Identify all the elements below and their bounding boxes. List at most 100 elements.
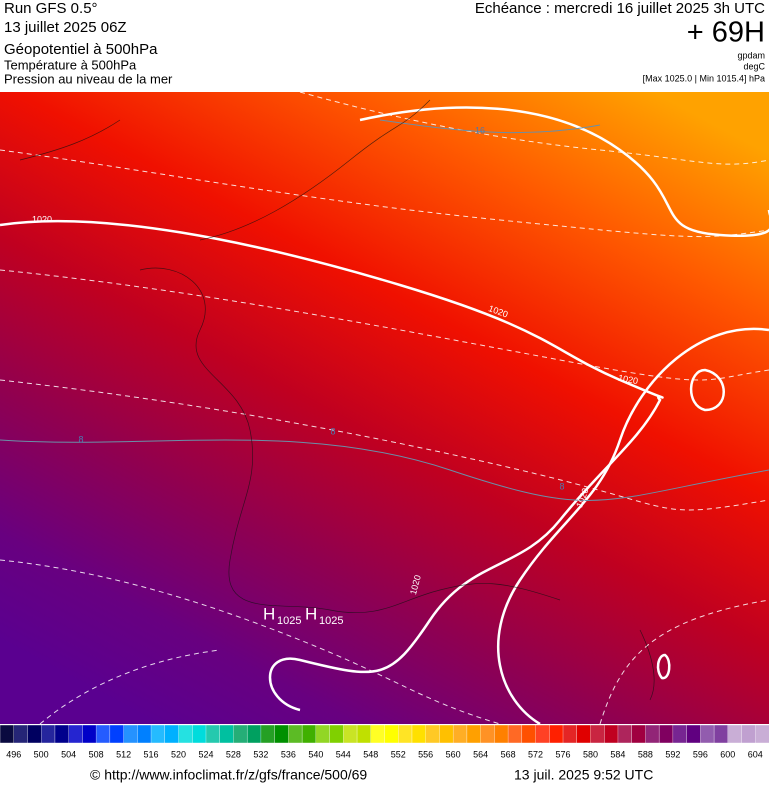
field: Pression au niveau de la mer <box>4 71 173 86</box>
colorbar-label: 532 <box>253 749 268 759</box>
unit: degC <box>743 61 765 71</box>
colorbar-cell <box>260 724 276 744</box>
high-symbol: H <box>263 604 275 623</box>
high-value: 1025 <box>319 615 343 627</box>
run: Run GFS 0.5° <box>4 0 98 17</box>
unit: [Max 1025.0 | Min 1015.4] hPa <box>643 73 765 83</box>
colorbar-label: 504 <box>61 749 76 759</box>
colorbar-label: 524 <box>198 749 213 759</box>
temperature-label: 8 <box>330 426 335 436</box>
temperature-label: 16 <box>475 125 485 135</box>
colorbar-label: 516 <box>144 749 159 759</box>
colorbar-cell <box>27 724 42 744</box>
colorbar-label: 536 <box>281 749 296 759</box>
colorbar-label: 512 <box>116 749 131 759</box>
colorbar-label: 540 <box>308 749 323 759</box>
colorbar-cell <box>288 724 303 744</box>
colorbar-cell <box>480 724 496 744</box>
colorbar-cell <box>398 724 413 744</box>
colorbar-cell <box>672 724 688 744</box>
temperature-label: 8 <box>559 481 564 491</box>
colorbar-label: 564 <box>473 749 488 759</box>
colorbar-label: 576 <box>556 749 571 759</box>
colorbar-cell <box>123 724 139 744</box>
colorbar-cell <box>700 724 715 744</box>
colorbar-cell <box>13 724 29 744</box>
isobar-label: 1020 <box>32 214 52 224</box>
colorbar-cell <box>343 724 358 744</box>
field: Géopotentiel à 500hPa <box>4 41 158 58</box>
temperature-lines <box>0 119 769 501</box>
colorbar-cell <box>549 724 564 744</box>
colorbar-cell <box>137 724 152 744</box>
colorbar-label: 520 <box>171 749 186 759</box>
colorbar-label: 496 <box>6 749 21 759</box>
temperature-contours <box>0 91 769 725</box>
colorbar-cell <box>192 724 207 744</box>
colorbar-label: 604 <box>748 749 763 759</box>
colorbar-label: 572 <box>528 749 543 759</box>
colorbar-cell <box>54 724 70 744</box>
colorbar-cell <box>439 724 454 744</box>
colorbar-cell <box>494 724 509 744</box>
colorbar-label: 560 <box>446 749 461 759</box>
colorbar-cell <box>233 724 248 744</box>
colorbar-label: 552 <box>391 749 406 759</box>
colorbar-label: 596 <box>693 749 708 759</box>
colorbar-cell <box>452 724 468 744</box>
high-value: 1025 <box>277 615 301 627</box>
field: Température à 500hPa <box>4 57 137 72</box>
colorbar-label: 528 <box>226 749 241 759</box>
colorbar-cell <box>40 724 56 744</box>
colorbar-cell <box>576 724 592 744</box>
colorbar-cell <box>411 724 427 744</box>
colorbar-label: 556 <box>418 749 433 759</box>
colorbar-cell <box>604 724 619 744</box>
colorbar-cell <box>109 724 125 744</box>
colorbar-cell <box>590 724 605 744</box>
isobar-label: 1020 <box>617 373 638 386</box>
echeance: Echéance : mercredi 16 juillet 2025 3h U… <box>475 0 765 17</box>
colorbar-label: 588 <box>638 749 653 759</box>
colorbar-cell <box>370 724 386 744</box>
colorbar-cell <box>658 724 674 744</box>
colorbar-cell <box>82 724 97 744</box>
colorbar-cell <box>384 724 399 744</box>
colorbar-label: 580 <box>583 749 598 759</box>
colorbar-cell <box>466 724 482 744</box>
colorbar-cell <box>329 724 345 744</box>
colorbar-cell <box>164 724 180 744</box>
lead-time: + 69H <box>687 17 765 49</box>
colorbar-cell <box>521 724 537 744</box>
unit: gpdam <box>737 50 765 60</box>
colorbar-cell <box>178 724 193 744</box>
colorbar-label: 600 <box>720 749 735 759</box>
timestamp: 13 juil. 2025 9:52 UTC <box>514 767 653 783</box>
source: © http://www.infoclimat.fr/z/gfs/france/… <box>90 767 367 783</box>
colorbar-cell <box>645 724 660 744</box>
coastlines <box>19 99 655 701</box>
colorbar-cell <box>562 724 578 744</box>
colorbar-cell <box>301 724 317 744</box>
colorbar-label: 500 <box>34 749 49 759</box>
colorbar-cell <box>631 724 647 744</box>
high-symbol: H <box>305 604 317 623</box>
colorbar-cell <box>425 724 441 744</box>
colorbar-label: 508 <box>89 749 104 759</box>
colorbar: 496 500 504 508 512 516 520 524 528 532 536 540 544 5… <box>0 724 769 759</box>
run-date: 13 juillet 2025 06Z <box>4 19 127 36</box>
colorbar-label: 544 <box>336 749 351 759</box>
colorbar-cell <box>68 724 84 744</box>
colorbar-cell <box>741 724 756 744</box>
colorbar-cell <box>205 724 221 744</box>
colorbar-cell <box>246 724 262 744</box>
colorbar-label: 548 <box>363 749 378 759</box>
isobars <box>0 106 769 726</box>
colorbar-cell <box>356 724 372 744</box>
colorbar-cell <box>150 724 166 744</box>
colorbar-cell <box>274 724 290 744</box>
colorbar-label: 568 <box>501 749 516 759</box>
